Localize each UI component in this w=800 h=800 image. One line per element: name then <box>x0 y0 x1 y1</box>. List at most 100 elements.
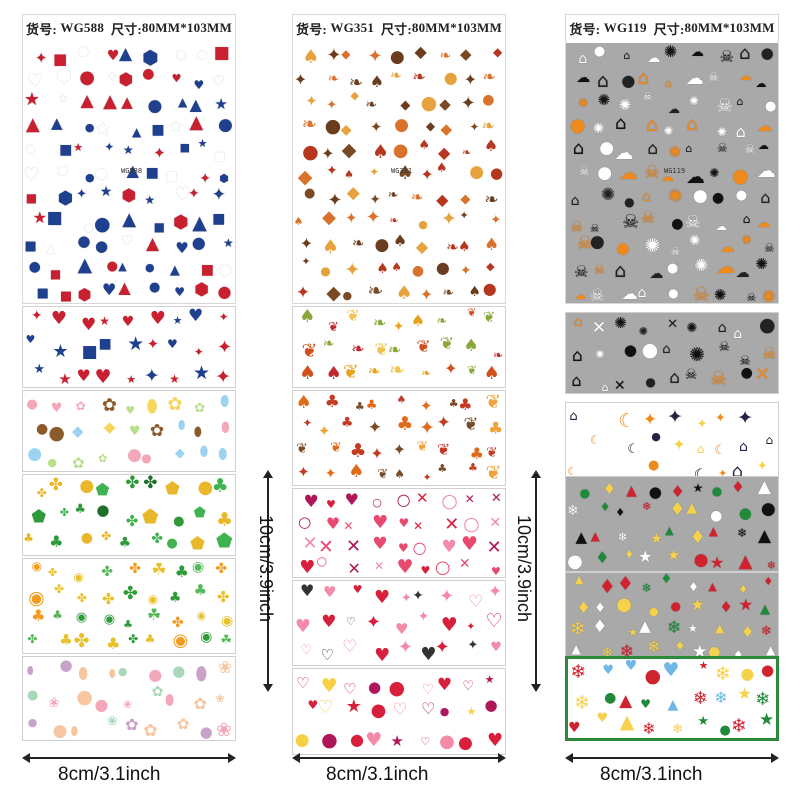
dimension-line <box>535 476 537 686</box>
ghost-icon: ☁ <box>757 215 771 231</box>
pumpkin-icon: ● <box>599 138 615 159</box>
web-icon: ✺ <box>592 120 605 137</box>
sheet-code: WG588 <box>60 20 105 35</box>
star-icon: ★ <box>169 372 180 387</box>
turkey-icon: ♠ <box>435 160 448 176</box>
bunny-icon: ⬮ <box>70 723 79 738</box>
sparkle-icon: ✦ <box>466 620 476 634</box>
heart-icon: ♥ <box>321 611 337 632</box>
ornament-icon: ♦ <box>592 616 608 637</box>
flag-icon: ■ <box>179 141 191 155</box>
ghost-icon: ☁ <box>739 68 752 83</box>
ghost-icon: ☁ <box>685 68 704 90</box>
pumpkin-icon: ● <box>593 43 606 59</box>
leaf-icon: ❦ <box>296 441 308 458</box>
tree-icon: ▲ <box>571 642 581 657</box>
pumpkin-icon: ● <box>740 365 753 382</box>
leaf-icon: ❦ <box>416 439 429 456</box>
gem-icon: ◆ <box>174 446 185 462</box>
ornament-icon: ♦ <box>576 597 591 617</box>
branch-icon: ❧ <box>461 146 472 159</box>
branch-icon: ❧ <box>389 214 399 228</box>
flower-icon: ✿ <box>72 453 85 472</box>
pumpkin-icon: ● <box>303 185 316 201</box>
balloon-icon: ● <box>148 280 161 296</box>
star-icon: ★ <box>126 373 137 387</box>
skull-icon: ☠ <box>643 161 661 183</box>
pot-icon: ⬟ <box>193 504 206 521</box>
tree-icon: ♣ <box>469 443 484 463</box>
penguin-icon: ♦ <box>731 477 745 496</box>
branch-icon: ❧ <box>348 72 364 93</box>
moon-icon: ☾ <box>714 442 727 458</box>
house-icon: ⌂ <box>739 439 748 456</box>
x-icon: ✕ <box>490 490 502 506</box>
leaf-icon: ❦ <box>343 361 359 384</box>
leaf-icon: ✦ <box>326 98 338 114</box>
turkey-icon: ♠ <box>344 167 354 181</box>
maple-leaf-icon: ♠ <box>298 361 317 384</box>
tree-icon: ▲ <box>708 579 717 593</box>
header-prefix: 货号: <box>26 21 57 37</box>
web-icon: ✺ <box>595 348 605 362</box>
tree-icon: ▲ <box>760 602 771 618</box>
arrow-right-icon <box>771 753 779 763</box>
skull-icon: ☠ <box>744 141 756 156</box>
balloon-icon: ● <box>83 220 94 234</box>
dot-icon: ● <box>484 695 498 714</box>
shield-icon: ⬢ <box>218 261 232 280</box>
skull-icon: ☠ <box>719 46 734 66</box>
web-icon: ✺ <box>578 96 589 111</box>
branch-icon: ❧ <box>412 66 426 86</box>
leaf-icon: ❦ <box>466 362 478 377</box>
skull-icon: ☠ <box>684 211 701 233</box>
star-icon: ★ <box>484 672 495 686</box>
house-icon: ⌂ <box>717 320 727 337</box>
hat-icon: ▲ <box>46 242 56 256</box>
acorn-icon: ◆ <box>415 237 429 257</box>
heart-icon: ♥ <box>325 498 336 512</box>
sticker-strip: ✦ ♥ ♥ ★ ♥ ♥ ★ ♥ ✦ ♥ ★ ■ ■ ★ ✦ ♥ ✦ ✦ ★ ★ ♥ ♥ ★ ✦ ★ ★ ✦ <box>22 306 236 388</box>
flower-icon: ✿ <box>98 452 108 466</box>
coin-icon: ◉ <box>75 610 88 626</box>
heart-icon: ♥ <box>80 315 97 336</box>
tree-icon: ▲ <box>619 691 633 712</box>
balloon-icon: ● <box>85 171 95 185</box>
width-label-1: 8cm/3.1inch <box>58 764 161 785</box>
web-icon: ✺ <box>688 233 701 250</box>
heart-outline-icon: ♡ <box>420 734 431 748</box>
balloon-icon: ● <box>217 282 232 302</box>
branch-icon: ❧ <box>446 237 459 256</box>
heart-icon: ♥ <box>125 403 136 417</box>
sticker-strip: ⌂ ✕ ✺ ✺ ✕ ✺ ⌂ ⌂ ● ⌂ ✺ ● ● ⌂ ✺ ☠ ☠ ☠ ⌂ ⌂ ✕ ● ⌂ ☠ ☠ ● ✕ <box>565 312 779 394</box>
flag-icon: ■ <box>49 267 62 282</box>
flag-icon: ■ <box>24 238 37 254</box>
balloon-icon: ● <box>28 259 41 276</box>
acorn-icon: ◆ <box>322 206 336 228</box>
clover-icon: ♣ <box>168 589 182 606</box>
pumpkin-icon: ● <box>589 231 605 252</box>
shamrock-icon: ✤ <box>76 590 87 605</box>
house-icon: ⌂ <box>570 193 580 210</box>
sparkle-icon: ✦ <box>444 359 458 379</box>
flag-icon: ■ <box>81 341 98 362</box>
inner-code: WG119 <box>664 167 686 175</box>
o-icon: ○ <box>298 513 312 532</box>
star-icon: ✦ <box>672 435 686 455</box>
bunny-icon: ⬮ <box>146 395 158 417</box>
web-icon: ✺ <box>638 324 648 338</box>
ghost-icon: ☁ <box>756 160 776 183</box>
maple-leaf-icon: ♠ <box>463 335 479 356</box>
balloon-icon: ● <box>106 258 118 274</box>
pumpkin-icon: ● <box>418 217 428 231</box>
branch-icon: ❧ <box>301 114 317 136</box>
coin-icon: ◉ <box>221 612 234 629</box>
flag-icon: ■ <box>165 169 178 185</box>
hat-icon: ▲ <box>103 91 118 113</box>
turkey-icon: ♠ <box>369 72 385 92</box>
branch-icon: ❧ <box>367 362 381 381</box>
heart-icon: ♥ <box>175 239 189 258</box>
egg-icon: ● <box>27 687 39 703</box>
leaf-icon: ❦ <box>416 336 431 357</box>
web-icon: ✺ <box>668 143 682 162</box>
